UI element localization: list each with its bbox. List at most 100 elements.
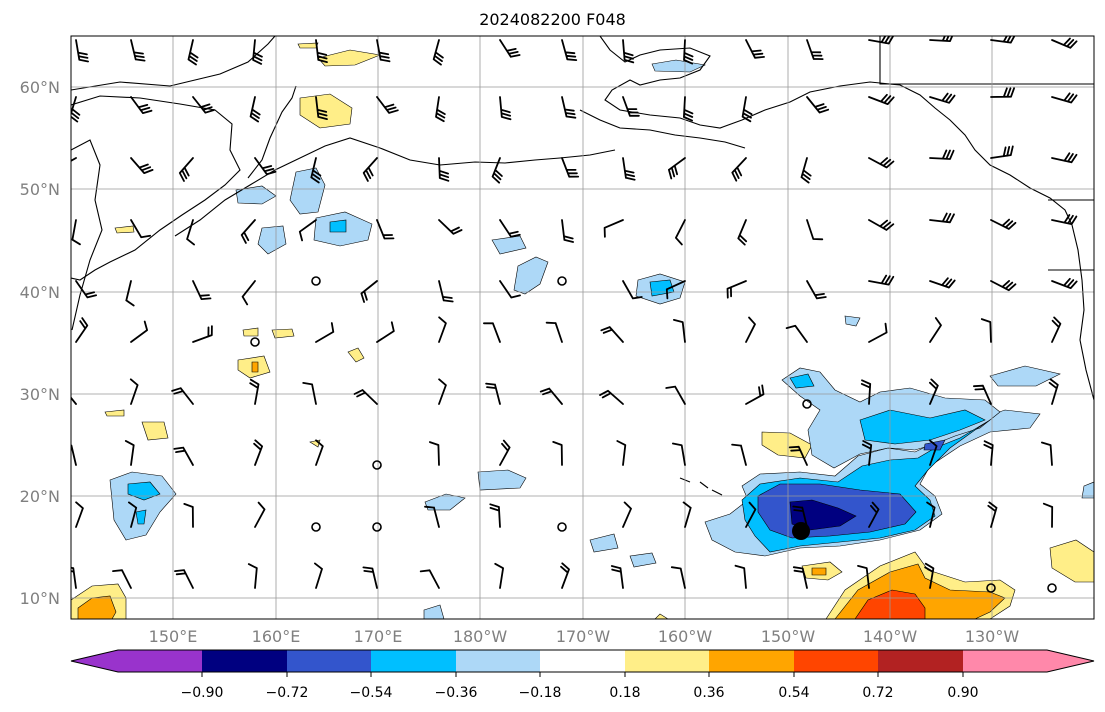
positive-anomaly-region	[317, 49, 382, 67]
lon-label: 150°E	[149, 627, 198, 646]
wind-barb	[861, 440, 873, 466]
wind-barb	[806, 280, 827, 300]
positive-anomaly-region	[1049, 539, 1094, 583]
wind-barb	[254, 157, 277, 176]
wind-barb	[71, 219, 81, 246]
wind-barb	[129, 378, 139, 405]
wind-barb	[130, 96, 153, 114]
wind-barb	[668, 157, 686, 180]
wind-barb	[499, 219, 521, 238]
wind-barb	[130, 219, 151, 239]
colorbar-segment	[71, 650, 202, 672]
wind-barb	[857, 565, 870, 589]
wind-barb	[499, 96, 512, 121]
asia-coastline	[71, 36, 276, 91]
positive-anomaly-core	[251, 361, 259, 373]
wind-barb	[788, 445, 808, 466]
wind-barb	[1051, 316, 1062, 343]
wind-barb	[561, 96, 577, 119]
lat-label: 10°N	[20, 589, 60, 608]
wind-barb	[499, 280, 521, 299]
wind-barb	[483, 322, 501, 343]
lat-label: 20°N	[20, 487, 60, 506]
longitude-labels: 150°E 160°E 170°E 180°W 170°W 160°W 150°…	[149, 627, 1020, 646]
colorbar-tick-label: −0.18	[519, 685, 562, 701]
wind-barb	[731, 157, 747, 182]
wind-barb	[192, 280, 212, 300]
wind-barb	[241, 280, 256, 306]
wind-barb	[494, 562, 504, 589]
wind-barb	[429, 441, 440, 466]
wind-barb	[438, 219, 463, 235]
colorbar-segment	[456, 650, 540, 672]
negative-anomaly-region	[989, 365, 1061, 387]
lon-label: 140°W	[863, 627, 918, 646]
wind-barb	[980, 318, 992, 343]
wind-barb	[315, 96, 328, 120]
colorbar-segment	[625, 650, 709, 672]
wind-barb	[683, 39, 694, 65]
wind-barb	[71, 96, 81, 123]
wind-barb	[726, 280, 747, 299]
wind-barb	[600, 326, 624, 343]
wind-barb	[192, 96, 215, 114]
wind-barb	[868, 322, 888, 343]
canada-border	[879, 36, 1094, 85]
wind-barb	[360, 280, 378, 303]
positive-anomaly-region	[242, 327, 259, 337]
wind-barb	[806, 39, 824, 60]
lon-label: 170°W	[556, 627, 611, 646]
wind-barb	[249, 96, 261, 123]
positive-anomaly-region	[347, 347, 365, 363]
wind-barb	[376, 96, 399, 114]
lat-label: 60°N	[20, 78, 60, 97]
colorbar-segment	[371, 650, 456, 672]
wind-barb	[499, 39, 521, 58]
wind-barb	[1051, 277, 1078, 289]
colorbar-segment	[202, 650, 287, 672]
wind-barb	[603, 219, 624, 238]
wind-barb	[71, 444, 77, 466]
wind-barb	[499, 439, 511, 466]
negative-anomaly-core	[859, 409, 986, 445]
wind-barb	[353, 389, 378, 405]
anomaly-shading	[71, 42, 1094, 619]
wind-barb	[928, 439, 938, 466]
wind-barb	[253, 439, 263, 466]
colorbar-outline	[70, 649, 1095, 673]
wind-barb	[128, 501, 138, 528]
wind-barb	[561, 219, 574, 243]
negative-anomaly-region	[844, 315, 861, 327]
wind-barb	[491, 157, 503, 184]
wind-barb	[315, 439, 324, 466]
wind-barb	[800, 157, 812, 184]
wind-barb	[929, 317, 942, 343]
wind-barb	[622, 96, 640, 117]
wind-barb	[187, 39, 199, 66]
wind-barb	[745, 501, 757, 528]
wind-barb	[174, 569, 194, 589]
calm-marker	[311, 276, 321, 286]
wind-barb	[489, 503, 501, 528]
negative-anomaly-region	[1081, 481, 1094, 499]
wind-barb	[75, 39, 89, 63]
wind-barb	[438, 316, 447, 343]
wind-barb	[610, 565, 624, 589]
wind-barb	[249, 378, 260, 405]
colorbar-tick-labels: −0.90 −0.72 −0.54 −0.36 −0.18 0.18 0.36 …	[181, 685, 979, 701]
wind-barb	[990, 280, 1017, 292]
calm-wind-markers	[250, 276, 1057, 593]
colorbar-tick-label: 0.18	[609, 685, 640, 701]
lat-label: 30°N	[20, 385, 60, 404]
wind-barb	[990, 145, 1014, 159]
negative-anomaly-region	[513, 256, 549, 295]
wind-barb	[973, 384, 992, 405]
wind-barb	[670, 566, 686, 589]
colorbar	[70, 649, 1095, 677]
colorbar-tick-label: −0.90	[181, 685, 224, 701]
aleutian-chain	[174, 137, 616, 237]
wind-barb	[868, 93, 895, 105]
wind-barb	[302, 382, 317, 405]
wind-barb	[560, 562, 570, 589]
wind-barb	[741, 96, 753, 123]
